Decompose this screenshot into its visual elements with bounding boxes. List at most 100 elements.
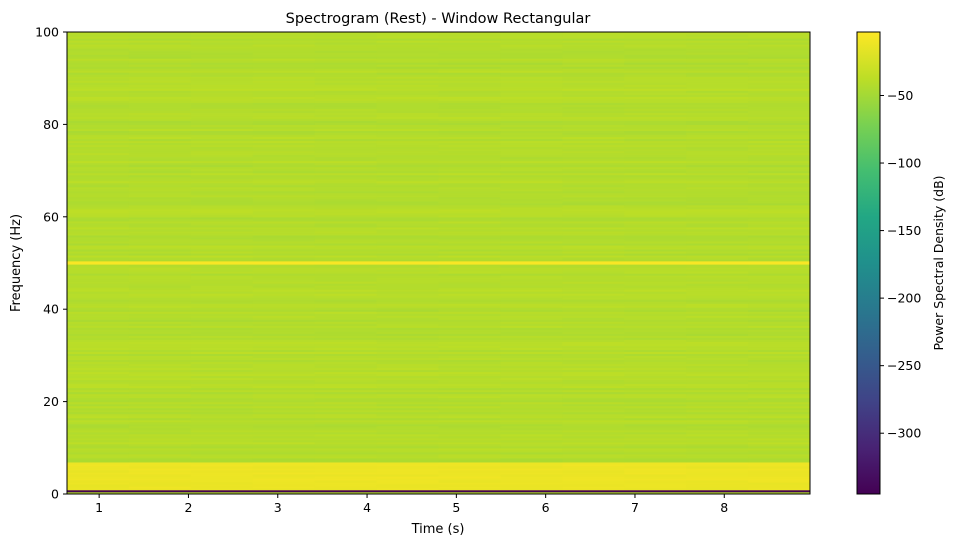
- heatmap-cell: [562, 94, 625, 97]
- heatmap-cell: [190, 224, 254, 228]
- heatmap-cell: [128, 64, 192, 67]
- heatmap-cell: [438, 108, 502, 111]
- heatmap-cell: [252, 383, 316, 387]
- heatmap-cell: [376, 377, 440, 381]
- heatmap-cell: [67, 246, 130, 250]
- heatmap-cell: [748, 445, 810, 449]
- heatmap-cell: [748, 76, 810, 79]
- heatmap-cell: [438, 34, 502, 37]
- heatmap-cell: [438, 160, 502, 164]
- heatmap-cell: [438, 413, 502, 417]
- heatmap-cell: [748, 355, 810, 359]
- heatmap-cell: [438, 271, 502, 274]
- heatmap-cell: [314, 447, 378, 451]
- heatmap-cell: [128, 301, 192, 304]
- heatmap-cell: [500, 130, 563, 134]
- heatmap-cell: [376, 94, 440, 97]
- y-tick-label: 100: [35, 25, 59, 40]
- heatmap-cell: [314, 146, 378, 150]
- plot-frame: [66, 31, 811, 495]
- heatmap-cell: [252, 226, 316, 230]
- heatmap-cell: [686, 112, 749, 115]
- heatmap-cell: [624, 58, 687, 61]
- heatmap-cell: [128, 481, 192, 485]
- heatmap-cell: [67, 50, 130, 53]
- heatmap-cell: [748, 54, 810, 57]
- heatmap-cell: [624, 206, 687, 210]
- heatmap-cell: [314, 58, 378, 61]
- heatmap-cell: [438, 461, 502, 465]
- heatmap-cell: [128, 365, 192, 369]
- heatmap-cell: [376, 491, 440, 494]
- heatmap-cell: [624, 483, 687, 487]
- heatmap-cell: [314, 369, 378, 373]
- heatmap-cell: [748, 315, 810, 318]
- heatmap-cell: [252, 104, 316, 107]
- heatmap-cell: [128, 405, 192, 409]
- heatmap-cell: [500, 228, 563, 232]
- heatmap-cell: [562, 130, 625, 134]
- heatmap-cell: [748, 188, 810, 192]
- heatmap-cell: [376, 192, 440, 196]
- heatmap-cell: [562, 166, 625, 170]
- heatmap-cell: [252, 291, 316, 294]
- heatmap-cell: [562, 62, 625, 65]
- heatmap-cell: [67, 469, 130, 473]
- heatmap-cell: [438, 391, 502, 395]
- heatmap-cell: [562, 186, 625, 190]
- heatmap-cell: [500, 477, 563, 481]
- heatmap-cell: [686, 90, 749, 93]
- heatmap-cell: [500, 481, 563, 485]
- heatmap-cell: [500, 379, 563, 383]
- heatmap-cell: [314, 377, 378, 381]
- heatmap-cell: [67, 66, 130, 69]
- heatmap-cell: [562, 168, 625, 172]
- heatmap-cell: [128, 140, 192, 144]
- heatmap-cell: [624, 353, 687, 356]
- heatmap-cell: [190, 437, 254, 441]
- heatmap-cell: [67, 34, 130, 37]
- heatmap-cell: [314, 158, 378, 162]
- heatmap-cell: [190, 453, 254, 457]
- heatmap-cell: [562, 341, 625, 344]
- heatmap-cell: [190, 74, 254, 77]
- heatmap-cell: [686, 190, 749, 194]
- heatmap-cell: [562, 423, 625, 427]
- heatmap-cell: [562, 126, 625, 130]
- heatmap-cell: [252, 172, 316, 176]
- heatmap-cell: [562, 40, 625, 43]
- heatmap-cell: [314, 403, 378, 407]
- heatmap-cell: [562, 114, 625, 117]
- heatmap-cell: [314, 271, 378, 274]
- heatmap-cell: [438, 186, 502, 190]
- heatmap-cell: [190, 479, 254, 483]
- heatmap-cell: [252, 465, 316, 469]
- heatmap-cell: [128, 333, 192, 336]
- heatmap-cell: [190, 48, 254, 51]
- heatmap-cell: [376, 160, 440, 164]
- heatmap-cell: [438, 281, 502, 284]
- heatmap-cell: [128, 162, 192, 166]
- heatmap-cell: [438, 385, 502, 389]
- heatmap-cell: [500, 307, 563, 310]
- heatmap-cell: [686, 427, 749, 431]
- heatmap-cell: [67, 313, 130, 316]
- heatmap-cell: [67, 70, 130, 73]
- heatmap-cell: [500, 349, 563, 352]
- heatmap-cell: [314, 246, 378, 250]
- heatmap-cell: [438, 339, 502, 342]
- heatmap-cell: [562, 363, 625, 367]
- heatmap-cell: [562, 120, 625, 123]
- heatmap-cell: [748, 108, 810, 111]
- heatmap-cell: [376, 236, 440, 240]
- heatmap-cell: [748, 397, 810, 401]
- heatmap-cell: [438, 337, 502, 340]
- heatmap-cell: [624, 459, 687, 463]
- heatmap-cell: [190, 467, 254, 471]
- heatmap-cell: [438, 445, 502, 449]
- heatmap-cell: [562, 331, 625, 334]
- heatmap-cell: [748, 194, 810, 198]
- heatmap-cell: [376, 60, 440, 63]
- heatmap-cell: [624, 453, 687, 457]
- heatmap-cell: [376, 218, 440, 222]
